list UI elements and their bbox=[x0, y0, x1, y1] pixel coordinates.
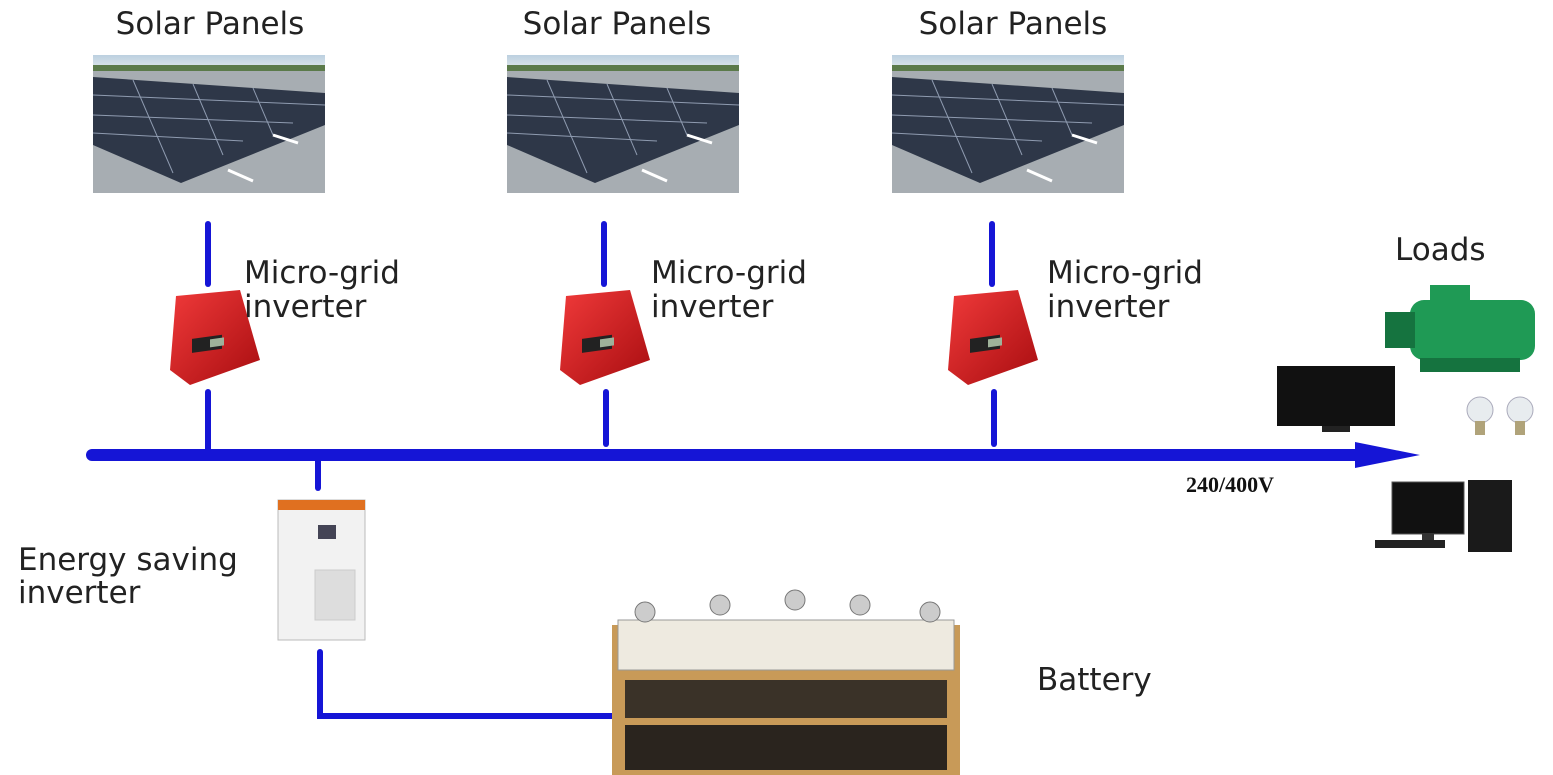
storage-inverter bbox=[278, 500, 365, 640]
inverter-label: Micro-grid bbox=[1047, 255, 1203, 291]
cells bbox=[618, 620, 954, 670]
cabinet-vent bbox=[315, 570, 355, 620]
inverter-label: Micro-grid bbox=[244, 255, 400, 291]
solar-panel bbox=[892, 55, 1124, 193]
battery-label: Battery bbox=[1037, 662, 1152, 698]
inverter-label: inverter bbox=[651, 289, 774, 325]
micro-inverter bbox=[560, 290, 650, 385]
tv-stand bbox=[1322, 426, 1350, 432]
monitor bbox=[1392, 482, 1464, 534]
storage-inverter-label: Energy saving bbox=[18, 542, 238, 578]
cabinet-screen bbox=[318, 525, 336, 539]
bulb bbox=[1507, 397, 1533, 423]
motor-end bbox=[1385, 312, 1415, 348]
motor-body bbox=[1410, 300, 1535, 360]
storage-inverter-label: inverter bbox=[18, 575, 141, 611]
solar-panel bbox=[93, 55, 325, 193]
battery-rack bbox=[612, 590, 960, 775]
tv bbox=[1277, 366, 1395, 432]
terminal bbox=[850, 595, 870, 615]
keyboard bbox=[1375, 540, 1445, 548]
terminal bbox=[710, 595, 730, 615]
inverter-label: inverter bbox=[244, 289, 367, 325]
diagram: Solar Panels Solar Panels Solar Panels 2… bbox=[0, 0, 1553, 775]
motor-box bbox=[1430, 285, 1470, 303]
micro-inverter bbox=[948, 290, 1038, 385]
tv-screen bbox=[1277, 366, 1395, 426]
bus-label: 240/400V bbox=[1186, 472, 1274, 497]
terminal bbox=[920, 602, 940, 622]
bulb-base bbox=[1515, 421, 1525, 435]
inverter-label: inverter bbox=[1047, 289, 1170, 325]
terminal bbox=[635, 602, 655, 622]
panel-title: Solar Panels bbox=[116, 6, 305, 42]
rack-row bbox=[625, 725, 947, 770]
bulbs bbox=[1467, 397, 1533, 435]
computer bbox=[1375, 480, 1512, 552]
solar-panel bbox=[507, 55, 739, 193]
terminal bbox=[785, 590, 805, 610]
panel-title: Solar Panels bbox=[919, 6, 1108, 42]
motor-feet bbox=[1420, 358, 1520, 372]
loads-label: Loads bbox=[1395, 232, 1486, 268]
wire bbox=[320, 652, 614, 716]
terminals bbox=[635, 590, 940, 622]
motor bbox=[1385, 285, 1535, 372]
bus-arrow bbox=[1355, 442, 1420, 468]
panel-title: Solar Panels bbox=[523, 6, 712, 42]
inverter-label: Micro-grid bbox=[651, 255, 807, 291]
rack-row bbox=[625, 680, 947, 718]
bulb-base bbox=[1475, 421, 1485, 435]
tower bbox=[1468, 480, 1512, 552]
cabinet-top bbox=[278, 500, 365, 510]
bulb bbox=[1467, 397, 1493, 423]
